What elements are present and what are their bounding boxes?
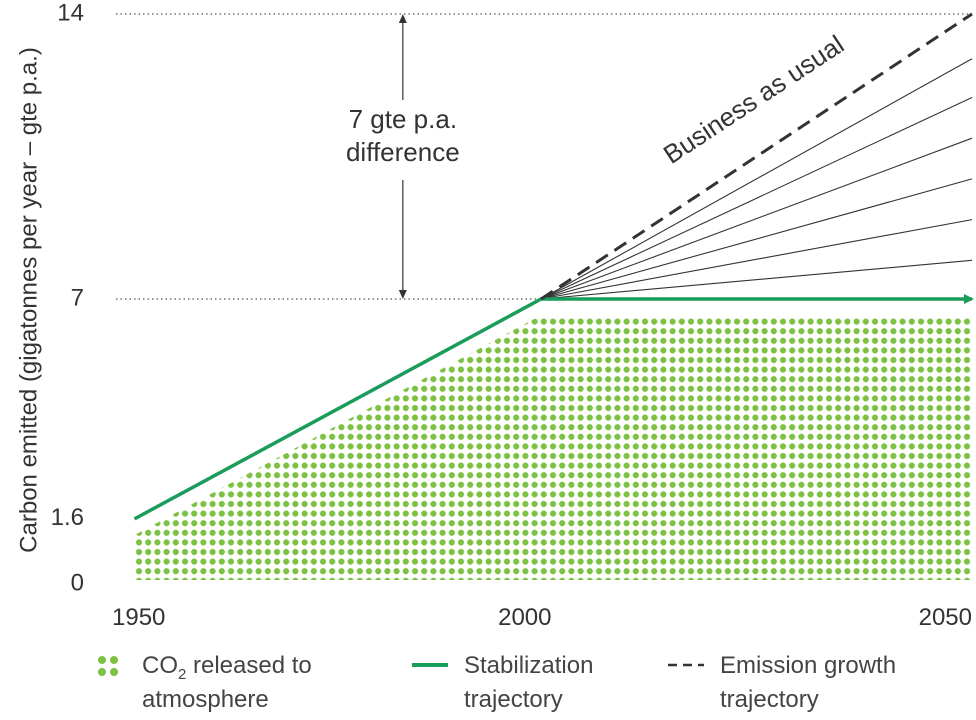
x-tick-label: 1950: [112, 604, 165, 631]
fan-line-6: [540, 58, 973, 300]
plot-area: 0 1.6 7 14 1950 2000 2050 7 gte p.a.difference B…: [51, 0, 974, 631]
emission-growth-line: [540, 12, 973, 301]
fan-line-5: [540, 96, 973, 300]
legend-item: CO2 released to atmosphere: [98, 652, 312, 713]
difference-label: 7 gte p.a.: [349, 104, 457, 134]
co2-released-area: [134, 315, 972, 580]
fan-line-2: [540, 219, 973, 300]
business-as-usual-label: Business as usual: [658, 29, 849, 170]
fan-line-1: [541, 259, 973, 300]
legend-label: trajectory: [720, 686, 819, 713]
y-tick-label: 14: [57, 0, 84, 26]
x-tick-label: 2000: [498, 604, 551, 631]
legend-dot-icon: [110, 656, 118, 664]
legend-label: Stabilization: [464, 652, 593, 679]
annotation-background: [327, 100, 478, 180]
legend-item: Stabilization trajectory: [412, 652, 593, 713]
y-tick-label: 1.6: [51, 504, 84, 531]
y-axis-title: Carbon emitted (gigatonnes per year – gt…: [15, 47, 42, 553]
legend-label: atmosphere: [142, 686, 269, 713]
x-tick-label: 2050: [919, 604, 972, 631]
difference-label: difference: [346, 137, 460, 167]
legend-dot-icon: [98, 656, 106, 664]
legend-dot-icon: [98, 668, 106, 676]
legend: CO2 released to atmosphere Stabilization tr…: [98, 652, 896, 713]
legend-item: Emission growth trajectory: [668, 652, 896, 713]
y-tick-label: 7: [71, 284, 84, 311]
legend-label: trajectory: [464, 686, 563, 713]
fan-line-4: [540, 137, 973, 300]
legend-label: Emission growth: [720, 652, 896, 679]
legend-label: CO2 released to: [142, 652, 312, 683]
legend-dot-icon: [110, 668, 118, 676]
fan-line-3: [540, 178, 973, 300]
y-tick-label: 0: [71, 569, 84, 596]
